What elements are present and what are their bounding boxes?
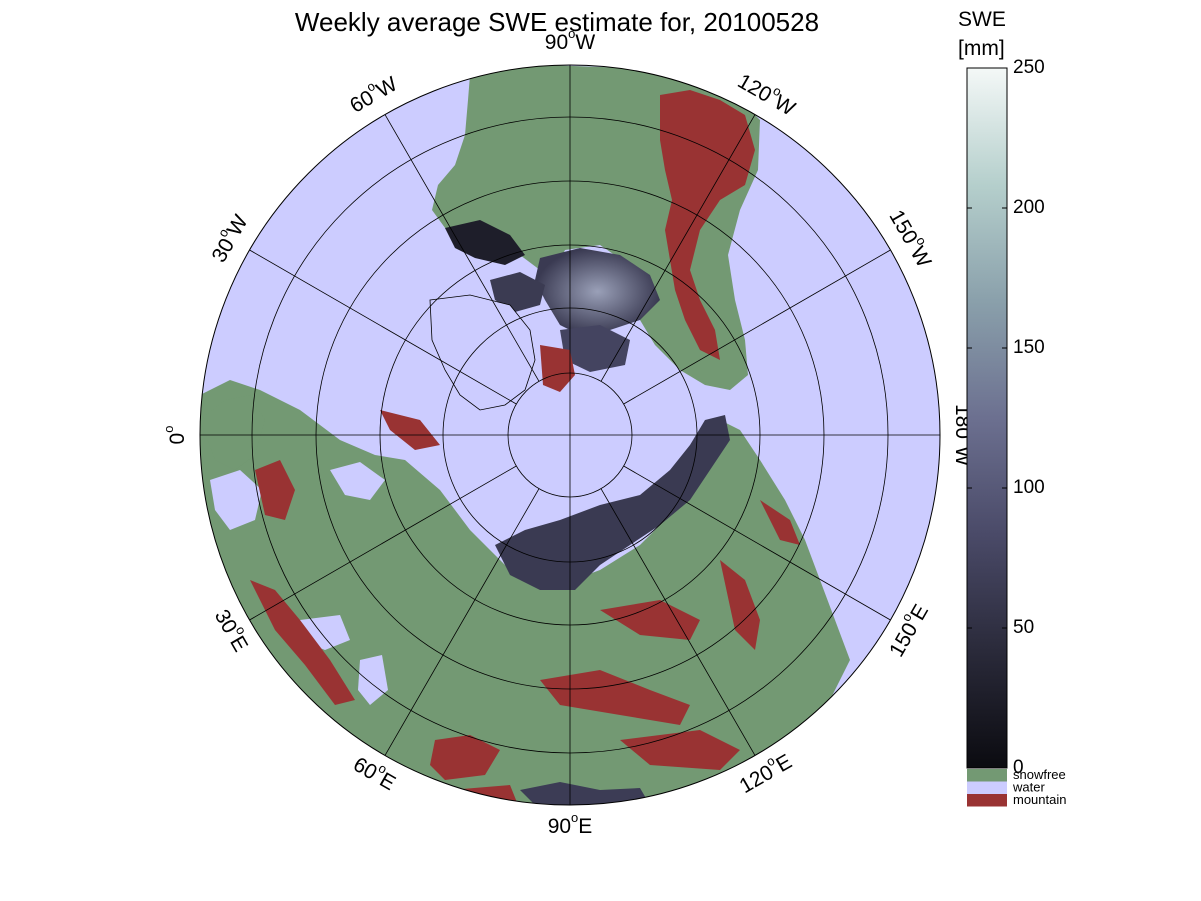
meridian-line (600, 114, 756, 382)
colorbar-label-line2: [mm] (958, 37, 1005, 60)
colorbar-tick-label: 100 (1013, 477, 1045, 498)
meridian-line (600, 488, 756, 756)
longitude-label: 0o (161, 426, 188, 445)
colorbar-tick-label: 50 (1013, 617, 1034, 638)
snow-cover-siberia (495, 415, 730, 590)
meridian-line (384, 114, 540, 382)
colorbar-label-line1: SWE (958, 8, 1006, 31)
meridian-line (623, 465, 891, 621)
meridian-line (384, 488, 540, 756)
meridian-line (249, 465, 517, 621)
snow-cover-archipelago (560, 325, 630, 372)
snow-cover-alaska (445, 220, 525, 265)
baltic-water (210, 470, 262, 530)
colorbar-tick-label: 250 (1013, 57, 1045, 78)
colorbar-tick-label: 150 (1013, 337, 1045, 358)
map-boundary (199, 64, 941, 806)
colorbar-tick-label: 0 (1013, 757, 1024, 778)
meridian-lines (200, 65, 940, 805)
landmass-scandinavia (200, 395, 265, 470)
polar-map (200, 65, 940, 805)
meridian-line (623, 249, 891, 405)
chart-title: Weekly average SWE estimate for, 2010052… (295, 7, 819, 37)
white-sea-water (330, 462, 385, 500)
meridian-line (249, 249, 517, 405)
category-swatch-water (967, 781, 1007, 794)
category-swatch-mountain (967, 794, 1007, 807)
longitude-label: 90oE (548, 810, 593, 837)
colorbar-ticks: 0 50 100 150 200 250 (967, 57, 1045, 778)
snow-cover-baffin (490, 272, 545, 312)
category-label-water: water (1012, 780, 1045, 795)
caspian-water (358, 655, 388, 705)
category-label-snowfree: snowfree (1013, 767, 1066, 782)
colorbar-gradient (966, 67, 1008, 769)
category-label-mountain: mountain (1013, 792, 1066, 807)
colorbar: SWE [mm] 0 50 100 150 200 250 snowfreewatermo… (958, 8, 1066, 807)
category-swatch-snowfree (967, 769, 1007, 782)
longitude-label: 90oW (545, 26, 596, 53)
graticule (200, 65, 940, 805)
snow-cover-arctic-canada (535, 248, 660, 335)
colorbar-tick-label: 200 (1013, 197, 1045, 218)
mountain-regions (250, 90, 800, 805)
